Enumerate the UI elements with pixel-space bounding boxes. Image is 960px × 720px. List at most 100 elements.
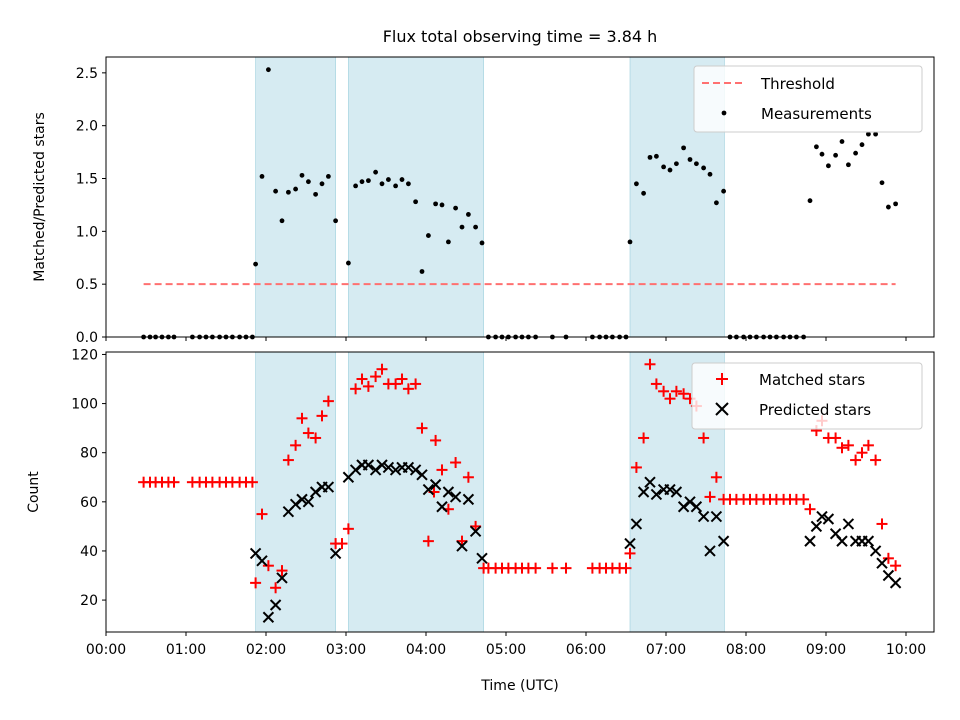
measurement-point (426, 233, 431, 238)
predicted-star-point (644, 476, 656, 488)
measurement-point (299, 172, 305, 178)
measurement-point (293, 186, 298, 192)
matched-star-point (370, 371, 382, 383)
matched-star-point (322, 395, 334, 407)
matched-star-point (638, 432, 650, 444)
matched-star-point (246, 476, 258, 488)
measurement-point (433, 201, 438, 207)
matched-star-point (644, 358, 656, 370)
bottom-y-tick-label: 100 (71, 397, 98, 413)
measurement-point (386, 177, 391, 182)
measurement-point (306, 179, 311, 185)
bottom-legend: Matched stars Predicted stars (691, 362, 923, 430)
measurement-point (833, 152, 838, 158)
measurement-point (879, 180, 885, 186)
predicted-star-point (630, 518, 643, 530)
matched-star-point (376, 363, 388, 375)
top-observing-span (348, 56, 484, 338)
matched-star-point (890, 560, 902, 572)
measurement-point (681, 145, 686, 151)
predicted-star-point (664, 483, 676, 496)
top-y-tick-label: 2.5 (76, 66, 98, 82)
predicted-star-point (369, 464, 382, 476)
bottom-x-tick-label: 02:00 (246, 642, 286, 658)
predicted-star-point (256, 555, 268, 567)
predicted-star-point (624, 537, 636, 550)
predicted-star-point (422, 483, 435, 496)
bottom-x-tick-label: 09:00 (806, 642, 846, 658)
predicted-star-point (670, 486, 683, 498)
predicted-star-point (262, 611, 275, 623)
matched-star-point (842, 439, 854, 451)
matched-star-point (310, 432, 322, 444)
matched-star-point (342, 523, 354, 535)
matched-star-point (336, 538, 348, 550)
matched-star-point (296, 412, 308, 424)
matched-star-point (856, 447, 868, 459)
measurement-point (866, 131, 871, 137)
measurement-point (366, 178, 371, 184)
matched-star-point (830, 432, 842, 444)
matched-star-point (168, 476, 180, 488)
measurement-point (319, 181, 325, 187)
bottom-y-tick-label: 60 (80, 495, 98, 511)
predicted-star-point (322, 481, 335, 493)
measurement-point (473, 224, 478, 230)
measurement-point (886, 204, 891, 210)
measurement-point (893, 201, 898, 207)
predicted-star-point (436, 501, 448, 513)
top-y-tick-label: 1.5 (76, 172, 98, 188)
predicted-star-point (889, 577, 902, 589)
bottom-x-tick-label: 00:00 (86, 642, 126, 658)
predicted-star-point (276, 572, 288, 584)
matched-star-point (530, 562, 542, 574)
top-y-tick-label: 1.0 (76, 224, 98, 240)
measurement-point (466, 212, 471, 217)
measurement-point (701, 165, 706, 171)
top-axes: 0.0 0.5 1.0 1.5 2.0 2.5 (76, 56, 935, 346)
measurement-point (406, 181, 411, 187)
matched-star-point (650, 378, 662, 390)
matched-star-point (302, 427, 314, 439)
measurement-point (667, 167, 673, 173)
measurement-point (694, 161, 699, 167)
predicted-star-point (456, 540, 468, 552)
measurement-point (333, 218, 338, 224)
measurement-point (814, 144, 819, 150)
predicted-star-point (842, 518, 855, 530)
matched-stars-points (138, 358, 902, 594)
bottom-observing-span (348, 351, 484, 633)
matched-star-point (290, 439, 302, 451)
matched-star-point (560, 562, 572, 574)
matched-star-point (836, 442, 848, 454)
measurement-point (846, 162, 851, 168)
measurement-point (627, 239, 633, 245)
matched-star-point (262, 560, 274, 572)
measurement-point (647, 154, 653, 160)
measurement-point (873, 131, 878, 137)
measurement-point (654, 153, 659, 159)
bottom-panel: 20 40 60 80 100 120 00:00 01:00 02:00 03:00 04:00 0… (26, 347, 935, 694)
matched-star-point (410, 378, 422, 390)
bottom-y-tick-label: 80 (80, 446, 98, 462)
measurement-point (399, 177, 405, 182)
measurement-points (141, 67, 898, 340)
predicted-star-point (717, 535, 730, 547)
matched-star-point (698, 432, 710, 444)
legend-threshold-label: Threshold (760, 75, 835, 93)
predicted-star-point (329, 547, 342, 560)
matched-star-point (804, 503, 816, 515)
predicted-star-point (650, 488, 663, 501)
measurement-point (379, 181, 385, 187)
predicted-star-point (429, 478, 442, 491)
measurement-point (266, 67, 271, 73)
predicted-star-point (376, 459, 388, 471)
x-axis-label: Time (UTC) (480, 678, 558, 694)
predicted-star-point (816, 510, 828, 523)
predicted-star-point (402, 461, 415, 474)
matched-star-point (678, 388, 690, 400)
measurement-point (839, 139, 845, 144)
measurement-point (313, 191, 318, 197)
bottom-x-tick-label: 05:00 (486, 642, 526, 658)
matched-star-point (422, 535, 434, 547)
